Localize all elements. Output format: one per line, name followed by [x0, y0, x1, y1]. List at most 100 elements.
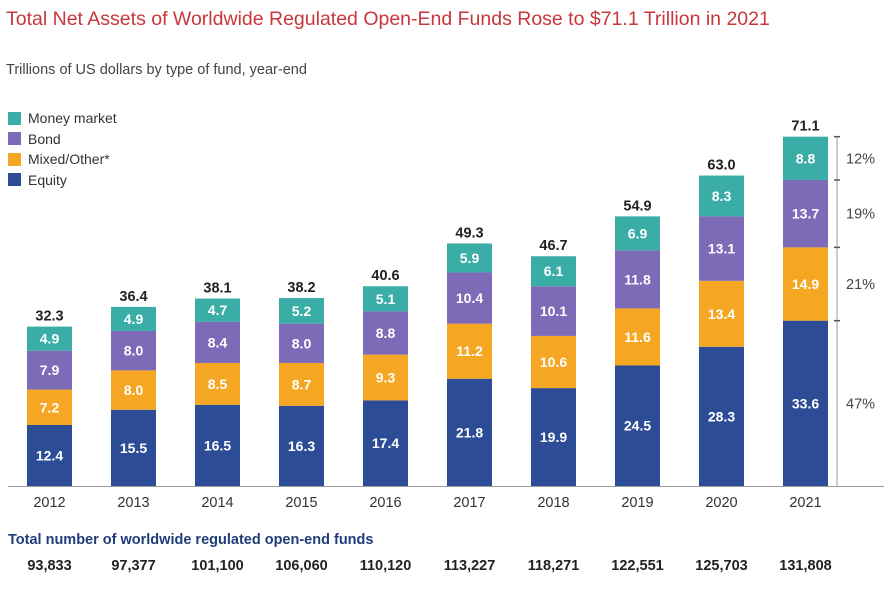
data-label-bond: 8.4 — [208, 334, 228, 350]
funds-count-value: 93,833 — [27, 558, 72, 574]
data-label-mixed-other: 9.3 — [376, 370, 396, 386]
total-label: 36.4 — [119, 289, 147, 305]
x-tick-label: 2015 — [285, 495, 317, 511]
x-tick-label: 2014 — [201, 495, 233, 511]
bar-segment-equity — [699, 346, 744, 486]
legend-swatch-bond — [8, 132, 21, 146]
x-tick-label: 2020 — [705, 495, 737, 511]
x-tick-label: 2012 — [33, 495, 65, 511]
bar-segment-equity — [195, 404, 240, 486]
data-label-mixed-other: 10.6 — [540, 354, 567, 370]
data-label-equity: 28.3 — [708, 408, 735, 424]
bar-segment-equity — [363, 400, 408, 486]
bar-segment-bond — [111, 331, 156, 371]
data-label-equity: 16.3 — [288, 438, 315, 454]
data-label-equity: 16.5 — [204, 437, 231, 453]
bar-segment-money-market — [363, 286, 408, 312]
share-label-mixed-other: 21% — [846, 277, 875, 293]
share-label-bond: 19% — [846, 207, 875, 223]
total-label: 38.1 — [203, 281, 231, 297]
data-label-mixed-other: 13.4 — [708, 306, 735, 322]
legend-label-bond: Bond — [28, 130, 61, 147]
data-label-money-market: 4.7 — [208, 302, 228, 318]
bar-segment-money-market — [447, 243, 492, 273]
total-label: 32.3 — [35, 309, 63, 325]
data-label-mixed-other: 8.0 — [124, 382, 144, 398]
data-label-bond: 7.9 — [40, 362, 60, 378]
funds-count-value: 125,703 — [695, 558, 748, 574]
bar-segment-bond — [363, 311, 408, 355]
share-label-equity: 47% — [846, 396, 875, 412]
bar-segment-money-market — [531, 256, 576, 287]
bar-segment-bond — [447, 272, 492, 324]
funds-count-value: 106,060 — [275, 558, 328, 574]
x-tick-label: 2018 — [537, 495, 569, 511]
x-tick-label: 2021 — [789, 495, 821, 511]
bar-segment-equity — [27, 424, 72, 486]
data-label-bond: 13.1 — [708, 241, 735, 257]
bar-segment-bond — [195, 321, 240, 363]
data-label-money-market: 4.9 — [124, 311, 144, 327]
stacked-bar-chart: 12.4 7.2 7.9 4.9 32.3 2012 15.5 8.0 8.0 4.9 36.4 20… — [8, 119, 884, 511]
bar-segment-mixed-other — [279, 363, 324, 406]
bar-segment-mixed-other — [111, 370, 156, 410]
funds-count-label: Total number of worldwide regulated open… — [8, 532, 374, 548]
funds-count-value: 97,377 — [111, 558, 156, 574]
bar-segment-bond — [783, 179, 828, 248]
bar-segment-mixed-other — [615, 308, 660, 366]
data-label-equity: 12.4 — [36, 447, 63, 463]
funds-count-value: 110,120 — [359, 558, 412, 574]
data-label-equity: 15.5 — [120, 440, 147, 456]
legend-item-mixed-other: Mixed/Other* — [8, 149, 117, 170]
x-tick-label: 2019 — [621, 495, 653, 511]
data-label-bond: 13.7 — [792, 206, 819, 222]
share-label-money-market: 12% — [846, 151, 875, 167]
data-label-bond: 8.0 — [124, 343, 144, 359]
bar-segment-money-market — [615, 216, 660, 251]
data-label-mixed-other: 11.6 — [624, 329, 651, 345]
bar-segment-money-market — [699, 175, 744, 217]
legend-item-bond: Bond — [8, 129, 117, 150]
data-label-money-market: 6.1 — [544, 263, 564, 279]
data-label-money-market: 8.8 — [796, 150, 816, 166]
data-label-mixed-other: 8.5 — [208, 376, 228, 392]
data-label-money-market: 8.3 — [712, 188, 732, 204]
data-label-equity: 21.8 — [456, 424, 483, 440]
bar-segment-money-market — [783, 136, 828, 180]
bar-segment-equity — [447, 378, 492, 486]
data-label-mixed-other: 7.2 — [40, 399, 60, 415]
total-label: 38.2 — [287, 280, 315, 296]
data-label-equity: 24.5 — [624, 418, 651, 434]
chart-title: Total Net Assets of Worldwide Regulated … — [6, 8, 770, 30]
data-label-mixed-other: 8.7 — [292, 376, 312, 392]
x-tick-label: 2017 — [453, 495, 485, 511]
funds-count-row: 93,833 97,377 101,100 106,060 110,120 11… — [0, 558, 892, 578]
bar-segment-bond — [27, 350, 72, 390]
data-label-bond: 8.0 — [292, 335, 312, 351]
x-tick-label: 2016 — [369, 495, 401, 511]
funds-count-value: 122,551 — [611, 558, 664, 574]
data-label-equity: 17.4 — [372, 435, 399, 451]
data-label-bond: 10.1 — [540, 303, 567, 319]
bar-segment-mixed-other — [363, 354, 408, 401]
bar-segment-mixed-other — [783, 247, 828, 321]
bar-segment-mixed-other — [699, 280, 744, 347]
bar-segment-equity — [783, 320, 828, 486]
bar-segment-money-market — [279, 298, 324, 324]
total-label: 63.0 — [707, 158, 735, 174]
data-label-mixed-other: 11.2 — [456, 343, 483, 359]
bar-segment-mixed-other — [195, 363, 240, 405]
total-label: 71.1 — [791, 119, 819, 135]
funds-count-value: 131,808 — [779, 558, 832, 574]
data-label-bond: 11.8 — [624, 271, 651, 287]
legend-swatch-equity — [8, 173, 21, 187]
data-label-money-market: 4.9 — [40, 331, 60, 347]
data-label-money-market: 5.1 — [376, 291, 396, 307]
legend-swatch-money-market — [8, 111, 21, 125]
funds-count-value: 101,100 — [191, 558, 244, 574]
bar-segment-mixed-other — [27, 389, 72, 425]
bar-segment-mixed-other — [531, 335, 576, 389]
data-label-money-market: 5.2 — [292, 303, 312, 319]
total-label: 40.6 — [371, 268, 399, 284]
bar-segment-bond — [615, 250, 660, 309]
